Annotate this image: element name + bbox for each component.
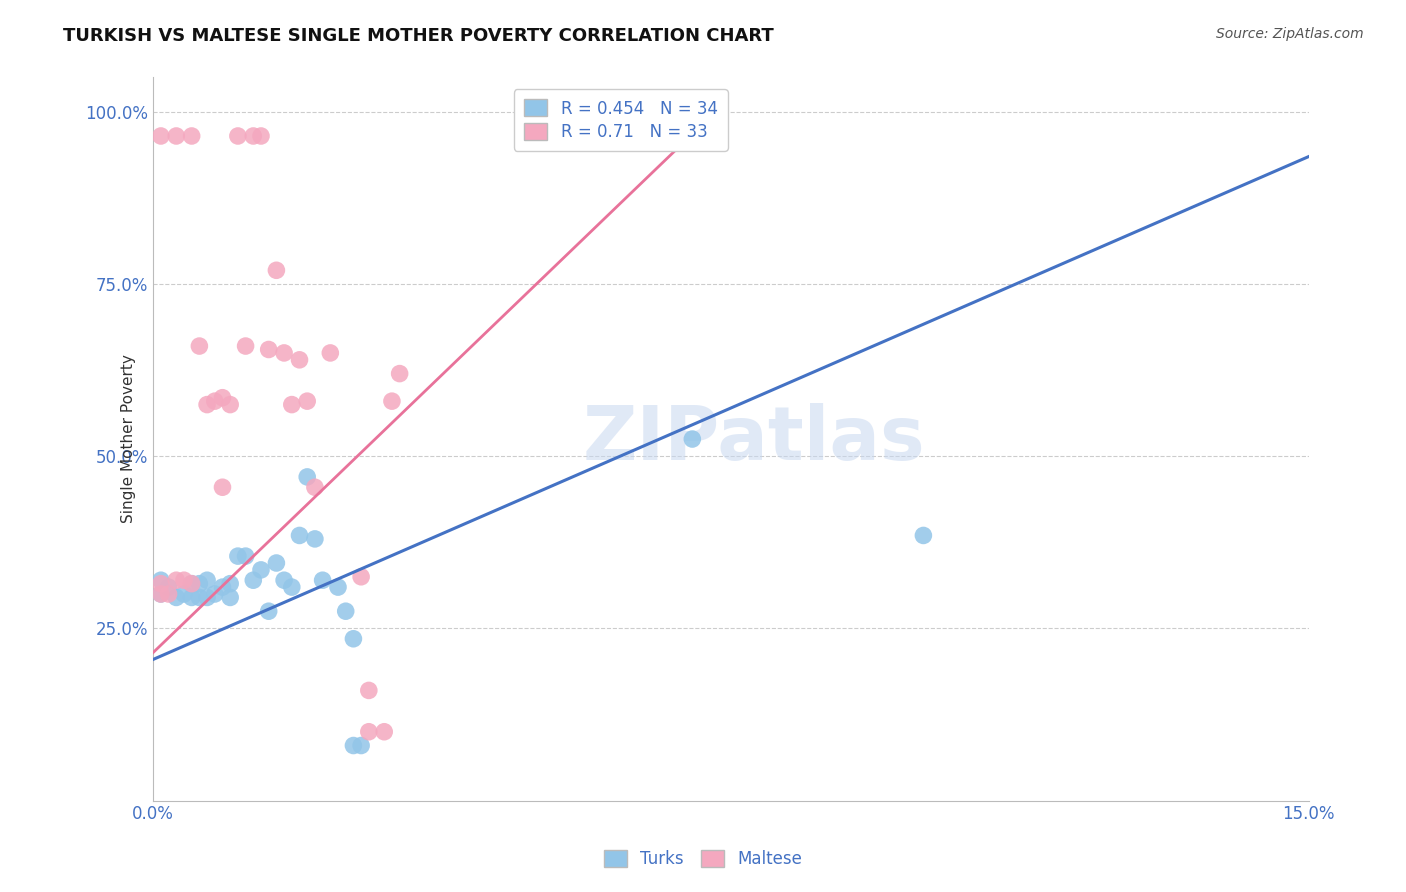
Point (149, 128, 172, 143)
Point (219, 398, 242, 412)
Point (326, 580, 349, 594)
Point (311, 573, 333, 587)
Text: ZIPatlas: ZIPatlas (582, 402, 925, 475)
Point (388, 367, 411, 381)
Point (342, 739, 364, 753)
Point (149, 576, 172, 591)
Point (250, 128, 273, 143)
Point (242, 128, 264, 143)
Point (149, 587, 172, 601)
Point (226, 128, 249, 143)
Point (180, 576, 202, 591)
Y-axis label: Single Mother Poverty: Single Mother Poverty (121, 355, 136, 524)
Point (319, 346, 342, 360)
Point (219, 591, 242, 605)
Point (250, 563, 273, 577)
Point (342, 632, 364, 646)
Point (204, 394, 226, 409)
Point (235, 549, 257, 563)
Point (912, 528, 935, 542)
Point (165, 591, 187, 605)
Point (266, 556, 288, 570)
Point (242, 573, 264, 587)
Point (173, 587, 195, 601)
Point (195, 591, 218, 605)
Point (288, 352, 311, 367)
Point (350, 570, 373, 584)
Point (350, 739, 373, 753)
Point (257, 604, 280, 618)
Point (357, 724, 380, 739)
Point (157, 580, 180, 594)
Point (188, 339, 211, 353)
Point (304, 480, 326, 494)
Point (165, 128, 187, 143)
Point (304, 532, 326, 546)
Point (288, 528, 311, 542)
Text: Source: ZipAtlas.com: Source: ZipAtlas.com (1216, 27, 1364, 41)
Point (257, 343, 280, 357)
Point (381, 394, 404, 409)
Point (165, 573, 187, 587)
Point (180, 591, 202, 605)
Point (273, 346, 295, 360)
Point (180, 576, 202, 591)
Legend: Turks, Maltese: Turks, Maltese (598, 843, 808, 875)
Point (211, 580, 233, 594)
Point (219, 576, 242, 591)
Point (149, 573, 172, 587)
Point (373, 724, 395, 739)
Text: TURKISH VS MALTESE SINGLE MOTHER POVERTY CORRELATION CHART: TURKISH VS MALTESE SINGLE MOTHER POVERTY… (63, 27, 775, 45)
Point (295, 394, 318, 409)
Point (195, 398, 218, 412)
Point (273, 573, 295, 587)
Point (235, 339, 257, 353)
Point (204, 587, 226, 601)
Point (180, 128, 202, 143)
Legend: R = 0.454   N = 34, R = 0.71   N = 33: R = 0.454 N = 34, R = 0.71 N = 33 (513, 89, 727, 151)
Point (295, 470, 318, 484)
Point (195, 573, 218, 587)
Point (357, 683, 380, 698)
Point (335, 604, 357, 618)
Point (149, 587, 172, 601)
Point (226, 549, 249, 563)
Point (188, 591, 211, 605)
Point (211, 391, 233, 405)
Point (681, 432, 703, 446)
Point (157, 587, 180, 601)
Point (173, 573, 195, 587)
Point (281, 398, 304, 412)
Point (211, 480, 233, 494)
Point (281, 580, 304, 594)
Point (188, 576, 211, 591)
Point (266, 263, 288, 277)
